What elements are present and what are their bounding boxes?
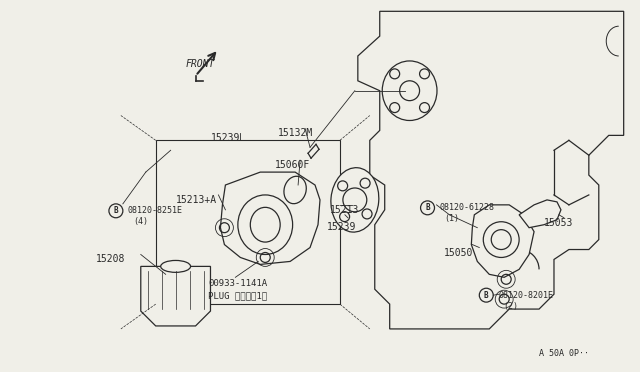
Text: 08120-61228: 08120-61228 [440,203,495,212]
Text: (2): (2) [503,302,518,311]
Text: B: B [484,291,488,300]
Polygon shape [471,205,534,277]
Text: 15132M: 15132M [278,128,314,138]
Bar [156,140,340,304]
Text: 00933-1141A: 00933-1141A [209,279,268,288]
Polygon shape [220,172,320,264]
Polygon shape [519,200,561,228]
Text: 15050: 15050 [444,247,473,257]
Text: A 50A 0P··: A 50A 0P·· [539,349,589,358]
Text: 08120-8251E: 08120-8251E [128,206,183,215]
Text: 08120-8201E: 08120-8201E [498,291,553,300]
Text: FRONT: FRONT [186,59,215,69]
Ellipse shape [161,260,191,272]
Text: (1): (1) [444,214,460,223]
Ellipse shape [331,168,379,232]
Ellipse shape [238,195,292,254]
Text: PLUG プラグ（1）: PLUG プラグ（1） [209,291,268,300]
Text: 15239: 15239 [327,222,356,232]
Text: 15213: 15213 [330,205,359,215]
Text: 15053: 15053 [544,218,573,228]
Text: 15060F: 15060F [275,160,310,170]
Text: 15239: 15239 [211,134,240,143]
Text: B: B [425,203,430,212]
Text: 15213+A: 15213+A [175,195,217,205]
Ellipse shape [284,176,307,204]
Polygon shape [141,266,211,326]
Text: (4): (4) [133,217,148,226]
Text: 15208: 15208 [96,254,125,264]
Ellipse shape [382,61,437,121]
Text: B: B [113,206,118,215]
